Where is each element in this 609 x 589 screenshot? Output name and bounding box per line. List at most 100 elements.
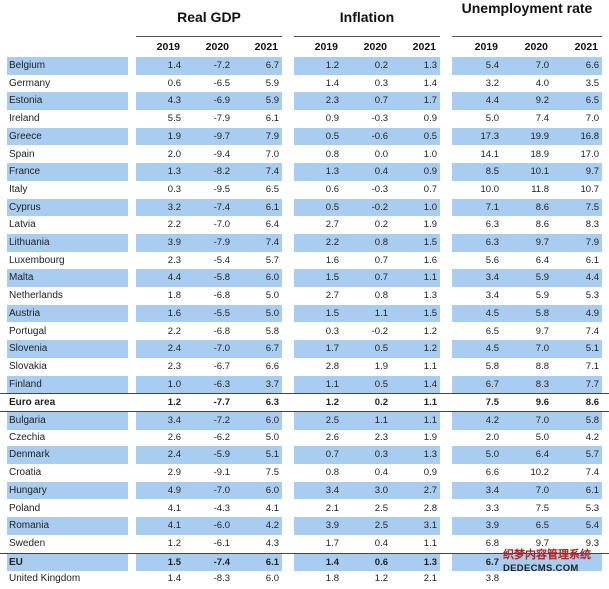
cell-inf-2019: 2.7 [325, 290, 339, 302]
cell-unemp-2021: 5.7 [585, 449, 599, 461]
cell-unemp-2020: 11.8 [531, 183, 549, 195]
cell-unemp-2019: 6.7 [485, 556, 499, 568]
cell-inf-2019: 1.3 [325, 166, 339, 178]
cell-inf-2020: 0.3 [374, 77, 388, 89]
year-header-inf-2: 2021 [412, 41, 436, 53]
table-row: Spain 2.0 -9.4 7.0 0.8 0.0 1.0 14.1 18.9 17.0 [0, 146, 609, 164]
country-name: Poland [9, 502, 41, 514]
cell-gdp-2020: -7.4 [213, 556, 230, 568]
cell-gdp-2019: 1.3 [167, 166, 181, 178]
cell-inf-2019: 1.8 [325, 573, 339, 585]
cell-gdp-2020: -6.9 [213, 95, 230, 107]
cell-inf-2019: 1.4 [325, 556, 339, 568]
year-header-unemp-0: 2019 [474, 41, 498, 53]
table-row: Latvia 2.2 -7.0 6.4 2.7 0.2 1.9 6.3 8.6 8.3 [0, 216, 609, 234]
row-band-inf [294, 553, 440, 572]
cell-inf-2021: 1.0 [423, 201, 437, 213]
cell-unemp-2020: 10.1 [530, 166, 550, 178]
cell-unemp-2021: 8.3 [585, 219, 599, 231]
country-name: Ireland [9, 113, 40, 125]
cell-inf-2021: 3.1 [423, 520, 437, 532]
cell-inf-2019: 2.6 [325, 431, 339, 443]
cell-inf-2021: 1.2 [423, 343, 437, 355]
cell-unemp-2020: 8.6 [535, 201, 549, 213]
cell-gdp-2021: 6.5 [265, 183, 279, 195]
cell-inf-2019: 0.6 [325, 183, 339, 195]
cell-gdp-2021: 7.0 [265, 148, 279, 160]
table-row: Malta 4.4 -5.8 6.0 1.5 0.7 1.1 3.4 5.9 4.4 [0, 269, 609, 288]
cell-gdp-2021: 6.0 [265, 573, 279, 585]
row-band-inf [294, 92, 440, 111]
cell-unemp-2020: 10.2 [530, 467, 550, 479]
cell-inf-2020: 0.0 [374, 148, 388, 160]
table-row: Italy 0.3 -9.5 6.5 0.6 -0.3 0.7 10.0 11.8 10.7 [0, 181, 609, 199]
table-row: EU 1.5 -7.4 6.1 1.4 0.6 1.3 6.7 [0, 552, 609, 572]
cell-inf-2021: 1.6 [423, 254, 437, 266]
cell-gdp-2019: 5.5 [167, 113, 181, 125]
cell-gdp-2020: -6.7 [213, 360, 230, 372]
cell-unemp-2021: 5.3 [585, 502, 599, 514]
cell-inf-2020: 0.5 [374, 343, 388, 355]
cell-unemp-2019: 6.8 [485, 537, 499, 549]
cell-unemp-2019: 14.1 [480, 148, 500, 160]
row-band-unemp [452, 57, 602, 75]
cell-inf-2021: 0.9 [423, 467, 437, 479]
country-name: Germany [9, 77, 51, 89]
cell-gdp-2021: 4.2 [265, 520, 279, 532]
country-name: Bulgaria [7, 412, 128, 430]
country-name: Czechia [9, 431, 46, 443]
cell-gdp-2019: 2.2 [167, 219, 181, 231]
cell-unemp-2019: 3.8 [485, 573, 499, 585]
row-band-gdp [136, 269, 282, 288]
cell-inf-2019: 1.5 [325, 307, 339, 319]
cell-inf-2019: 0.8 [325, 467, 339, 479]
cell-unemp-2021: 5.8 [585, 415, 599, 426]
cell-inf-2020: 1.1 [374, 307, 388, 319]
country-name: Greece [7, 127, 128, 146]
cell-gdp-2019: 1.9 [167, 130, 181, 142]
country-name: Malta [7, 269, 128, 288]
cell-inf-2020: 0.4 [374, 166, 388, 178]
cell-unemp-2021: 7.9 [585, 237, 599, 248]
watermark: 织梦内容管理系统 DEDECMS.COM [503, 549, 607, 587]
cell-inf-2019: 1.1 [325, 378, 339, 390]
cell-unemp-2021: 7.1 [585, 360, 599, 372]
table-row: Greece 1.9 -9.7 7.9 0.5 -0.6 0.5 17.3 19.9 16.8 [0, 127, 609, 146]
row-band-unemp [452, 163, 602, 181]
watermark-text: 织梦内容管理系统 [503, 549, 591, 561]
cell-inf-2020: -0.2 [371, 325, 388, 337]
cell-unemp-2021: 7.4 [585, 467, 599, 479]
cell-gdp-2020: -7.2 [213, 60, 230, 71]
cell-unemp-2020: 6.5 [535, 520, 549, 532]
cell-unemp-2019: 2.0 [485, 431, 499, 443]
cell-unemp-2021: 7.7 [585, 378, 599, 390]
cell-gdp-2019: 3.4 [167, 415, 181, 426]
row-band-unemp [452, 340, 602, 358]
cell-unemp-2021: 4.2 [585, 431, 599, 443]
cell-unemp-2020: 5.9 [535, 290, 549, 302]
cell-inf-2019: 2.3 [325, 95, 339, 107]
cell-unemp-2019: 5.0 [485, 113, 499, 125]
cell-gdp-2020: -5.9 [213, 449, 230, 461]
cell-inf-2020: 0.7 [374, 95, 388, 107]
cell-gdp-2021: 6.1 [265, 201, 279, 213]
cell-gdp-2020: -7.2 [213, 415, 230, 426]
table-row: Portugal 2.2 -6.8 5.8 0.3 -0.2 1.2 6.5 9.7 7.4 [0, 323, 609, 341]
cell-unemp-2021: 8.6 [585, 397, 599, 409]
table-row: Denmark 2.4 -5.9 5.1 0.7 0.3 1.3 5.0 6.4 5.7 [0, 446, 609, 465]
cell-inf-2020: 0.3 [374, 449, 388, 461]
group-title-inflation: Inflation [339, 9, 395, 25]
cell-gdp-2021: 7.4 [265, 166, 279, 178]
cell-gdp-2021: 6.7 [265, 343, 279, 355]
cell-inf-2021: 2.7 [423, 484, 437, 496]
header-rule-inflation [294, 36, 440, 37]
cell-gdp-2020: -8.2 [213, 166, 230, 178]
country-name: Portugal [9, 325, 47, 337]
cell-inf-2021: 2.8 [423, 502, 437, 514]
cell-inf-2019: 1.2 [325, 60, 339, 71]
cell-unemp-2019: 4.5 [485, 343, 499, 355]
cell-inf-2021: 1.9 [423, 431, 437, 443]
cell-gdp-2019: 0.6 [167, 77, 181, 89]
cell-gdp-2020: -6.8 [213, 325, 230, 337]
row-band-inf [294, 446, 440, 465]
